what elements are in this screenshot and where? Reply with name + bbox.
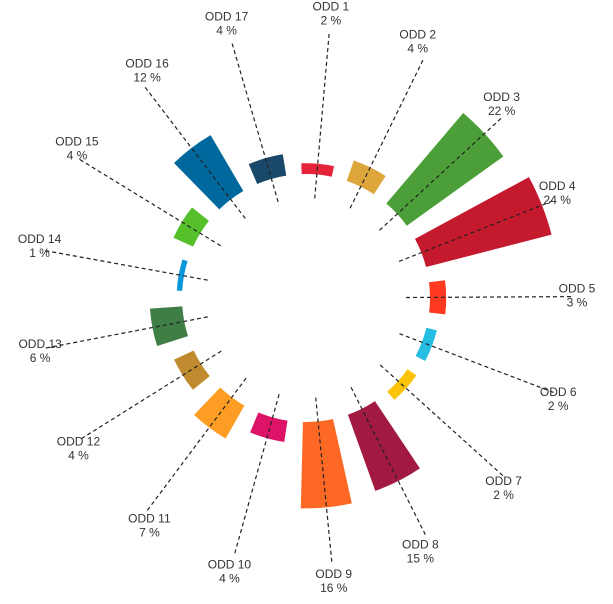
category-label: ODD 1 (312, 0, 349, 13)
bar (149, 306, 188, 347)
category-label: ODD 9 (315, 567, 352, 581)
category-label: ODD 16 (125, 57, 169, 71)
bar (347, 401, 420, 491)
category-label: ODD 10 (208, 558, 252, 572)
category-label: ODD 14 (18, 232, 62, 246)
bar (415, 177, 552, 268)
value-label: 15 % (407, 552, 435, 566)
value-label: 4 % (407, 41, 428, 55)
bar (174, 350, 210, 390)
category-label: ODD 2 (399, 27, 436, 41)
category-label: ODD 11 (128, 511, 171, 525)
category-label: ODD 15 (55, 134, 99, 148)
leader-line (399, 333, 554, 394)
category-label: ODD 4 (539, 179, 576, 193)
bar (174, 135, 244, 210)
bar (300, 419, 352, 509)
value-label: 4 % (67, 148, 88, 162)
value-label: 16 % (320, 581, 348, 595)
category-label: ODD 3 (483, 90, 520, 104)
category-label: ODD 17 (205, 9, 249, 23)
value-label: 24 % (544, 193, 572, 207)
value-label: 3 % (567, 296, 588, 310)
value-label: 22 % (488, 104, 516, 118)
leader-line (405, 296, 571, 299)
bar (248, 154, 287, 185)
bar (250, 412, 288, 442)
value-label: 6 % (30, 351, 51, 365)
value-label: 4 % (68, 448, 89, 462)
value-label: 7 % (139, 525, 160, 539)
value-label: 4 % (216, 23, 237, 37)
category-label: ODD 13 (18, 337, 62, 351)
leader-line (81, 350, 222, 440)
bar (176, 259, 188, 291)
category-label: ODD 5 (559, 282, 596, 296)
bar (173, 207, 209, 247)
bar (194, 387, 245, 439)
value-label: 2 % (493, 488, 514, 502)
category-label: ODD 8 (402, 538, 439, 552)
bar (386, 112, 504, 226)
bar (346, 160, 386, 195)
value-label: 2 % (320, 13, 341, 27)
value-label: 4 % (219, 572, 240, 586)
leader-line (146, 377, 247, 511)
value-label: 1 % (29, 246, 50, 260)
category-label: ODD 7 (485, 474, 522, 488)
value-label: 2 % (548, 399, 569, 413)
category-label: ODD 6 (540, 385, 577, 399)
value-label: 12 % (133, 71, 161, 85)
category-label: ODD 12 (57, 434, 101, 448)
